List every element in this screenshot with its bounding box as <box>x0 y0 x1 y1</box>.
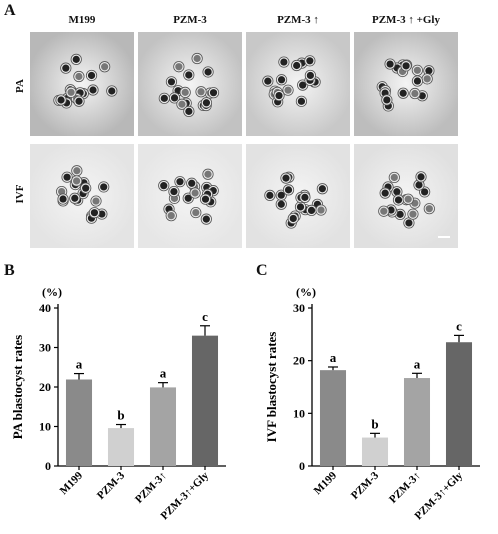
pa-chart-bar <box>65 379 93 466</box>
pa-chart-bar <box>107 428 135 466</box>
ivf-chart-significance-label: c <box>456 318 462 333</box>
ivf-chart-y-tick-label: 20 <box>293 354 305 368</box>
pa-chart-x-tick-label: PZM-3 <box>95 469 128 502</box>
ivf-chart-significance-label: a <box>330 350 337 365</box>
micrograph-ivf-3 <box>246 144 350 248</box>
pa-chart-significance-label: b <box>117 408 124 423</box>
ivf-chart-bar <box>319 370 347 466</box>
pa-chart-y-tick-label: 10 <box>39 420 51 434</box>
ivf-chart-bar <box>361 437 389 466</box>
panel-a-label: A <box>4 2 16 19</box>
column-header-pzm3-up-gly: PZM-3 ↑ +Gly <box>372 14 440 26</box>
pa-chart-significance-label: a <box>76 357 83 372</box>
pa-chart-significance-label: a <box>160 366 167 381</box>
pa-chart-x-tick-label: PZM-3↑ <box>133 470 169 506</box>
column-header-m199: M199 <box>68 14 96 26</box>
pa-chart-significance-label: c <box>202 309 208 324</box>
micrograph-pa-2 <box>138 32 242 136</box>
pa-chart-y-tick-label: 40 <box>39 301 51 315</box>
micrograph-ivf-1 <box>30 144 134 248</box>
row-header-ivf: IVF <box>14 184 26 204</box>
pa-chart-y-tick-label: 30 <box>39 341 51 355</box>
column-header-pzm3: PZM-3 <box>173 14 207 26</box>
row-header-pa: PA <box>14 79 26 93</box>
ivf-chart-x-tick-label: M199 <box>312 469 340 497</box>
ivf-chart-y-tick-label: 10 <box>293 406 305 420</box>
ivf-chart-y-label: IVF blastocyst rates <box>264 332 279 443</box>
ivf-blastocyst-chart: (%) 0 10 20 30 IVF blastocyst rates a M199 b PZM-… <box>264 285 480 522</box>
micrograph-ivf-2 <box>138 144 242 248</box>
pa-chart-y-tick-label: 20 <box>39 380 51 394</box>
panel-b-label: B <box>4 262 15 279</box>
pa-chart-x-tick-label: M199 <box>58 469 86 497</box>
ivf-chart-x-tick-label: PZM-3↑ <box>387 470 423 506</box>
micrograph-pa-3 <box>246 32 350 136</box>
ivf-chart-unit-label: (%) <box>296 285 316 299</box>
pa-blastocyst-chart: (%) 0 10 20 30 40 PA blastocyst rates a M199 b PZM… <box>10 285 226 522</box>
ivf-chart-significance-label: b <box>371 416 378 431</box>
column-header-pzm3-up: PZM-3 ↑ <box>277 14 319 26</box>
panel-c-label: C <box>256 262 268 279</box>
ivf-chart-significance-label: a <box>414 356 421 371</box>
ivf-chart-y-tick-label: 30 <box>293 301 305 315</box>
ivf-chart-y-tick-label: 0 <box>299 459 305 473</box>
micrograph-pa-1 <box>30 32 134 136</box>
ivf-chart-x-tick-label: PZM-3 <box>349 469 382 502</box>
ivf-chart-bar <box>445 342 473 466</box>
pa-chart-bar <box>149 387 177 466</box>
micrograph-ivf-4 <box>354 144 458 248</box>
ivf-chart-bar <box>403 378 431 466</box>
pa-chart-bar <box>191 335 219 466</box>
pa-chart-y-label: PA blastocyst rates <box>10 335 25 439</box>
pa-chart-unit-label: (%) <box>42 285 62 299</box>
micrograph-pa-4 <box>354 32 458 136</box>
pa-chart-y-tick-label: 0 <box>45 459 51 473</box>
